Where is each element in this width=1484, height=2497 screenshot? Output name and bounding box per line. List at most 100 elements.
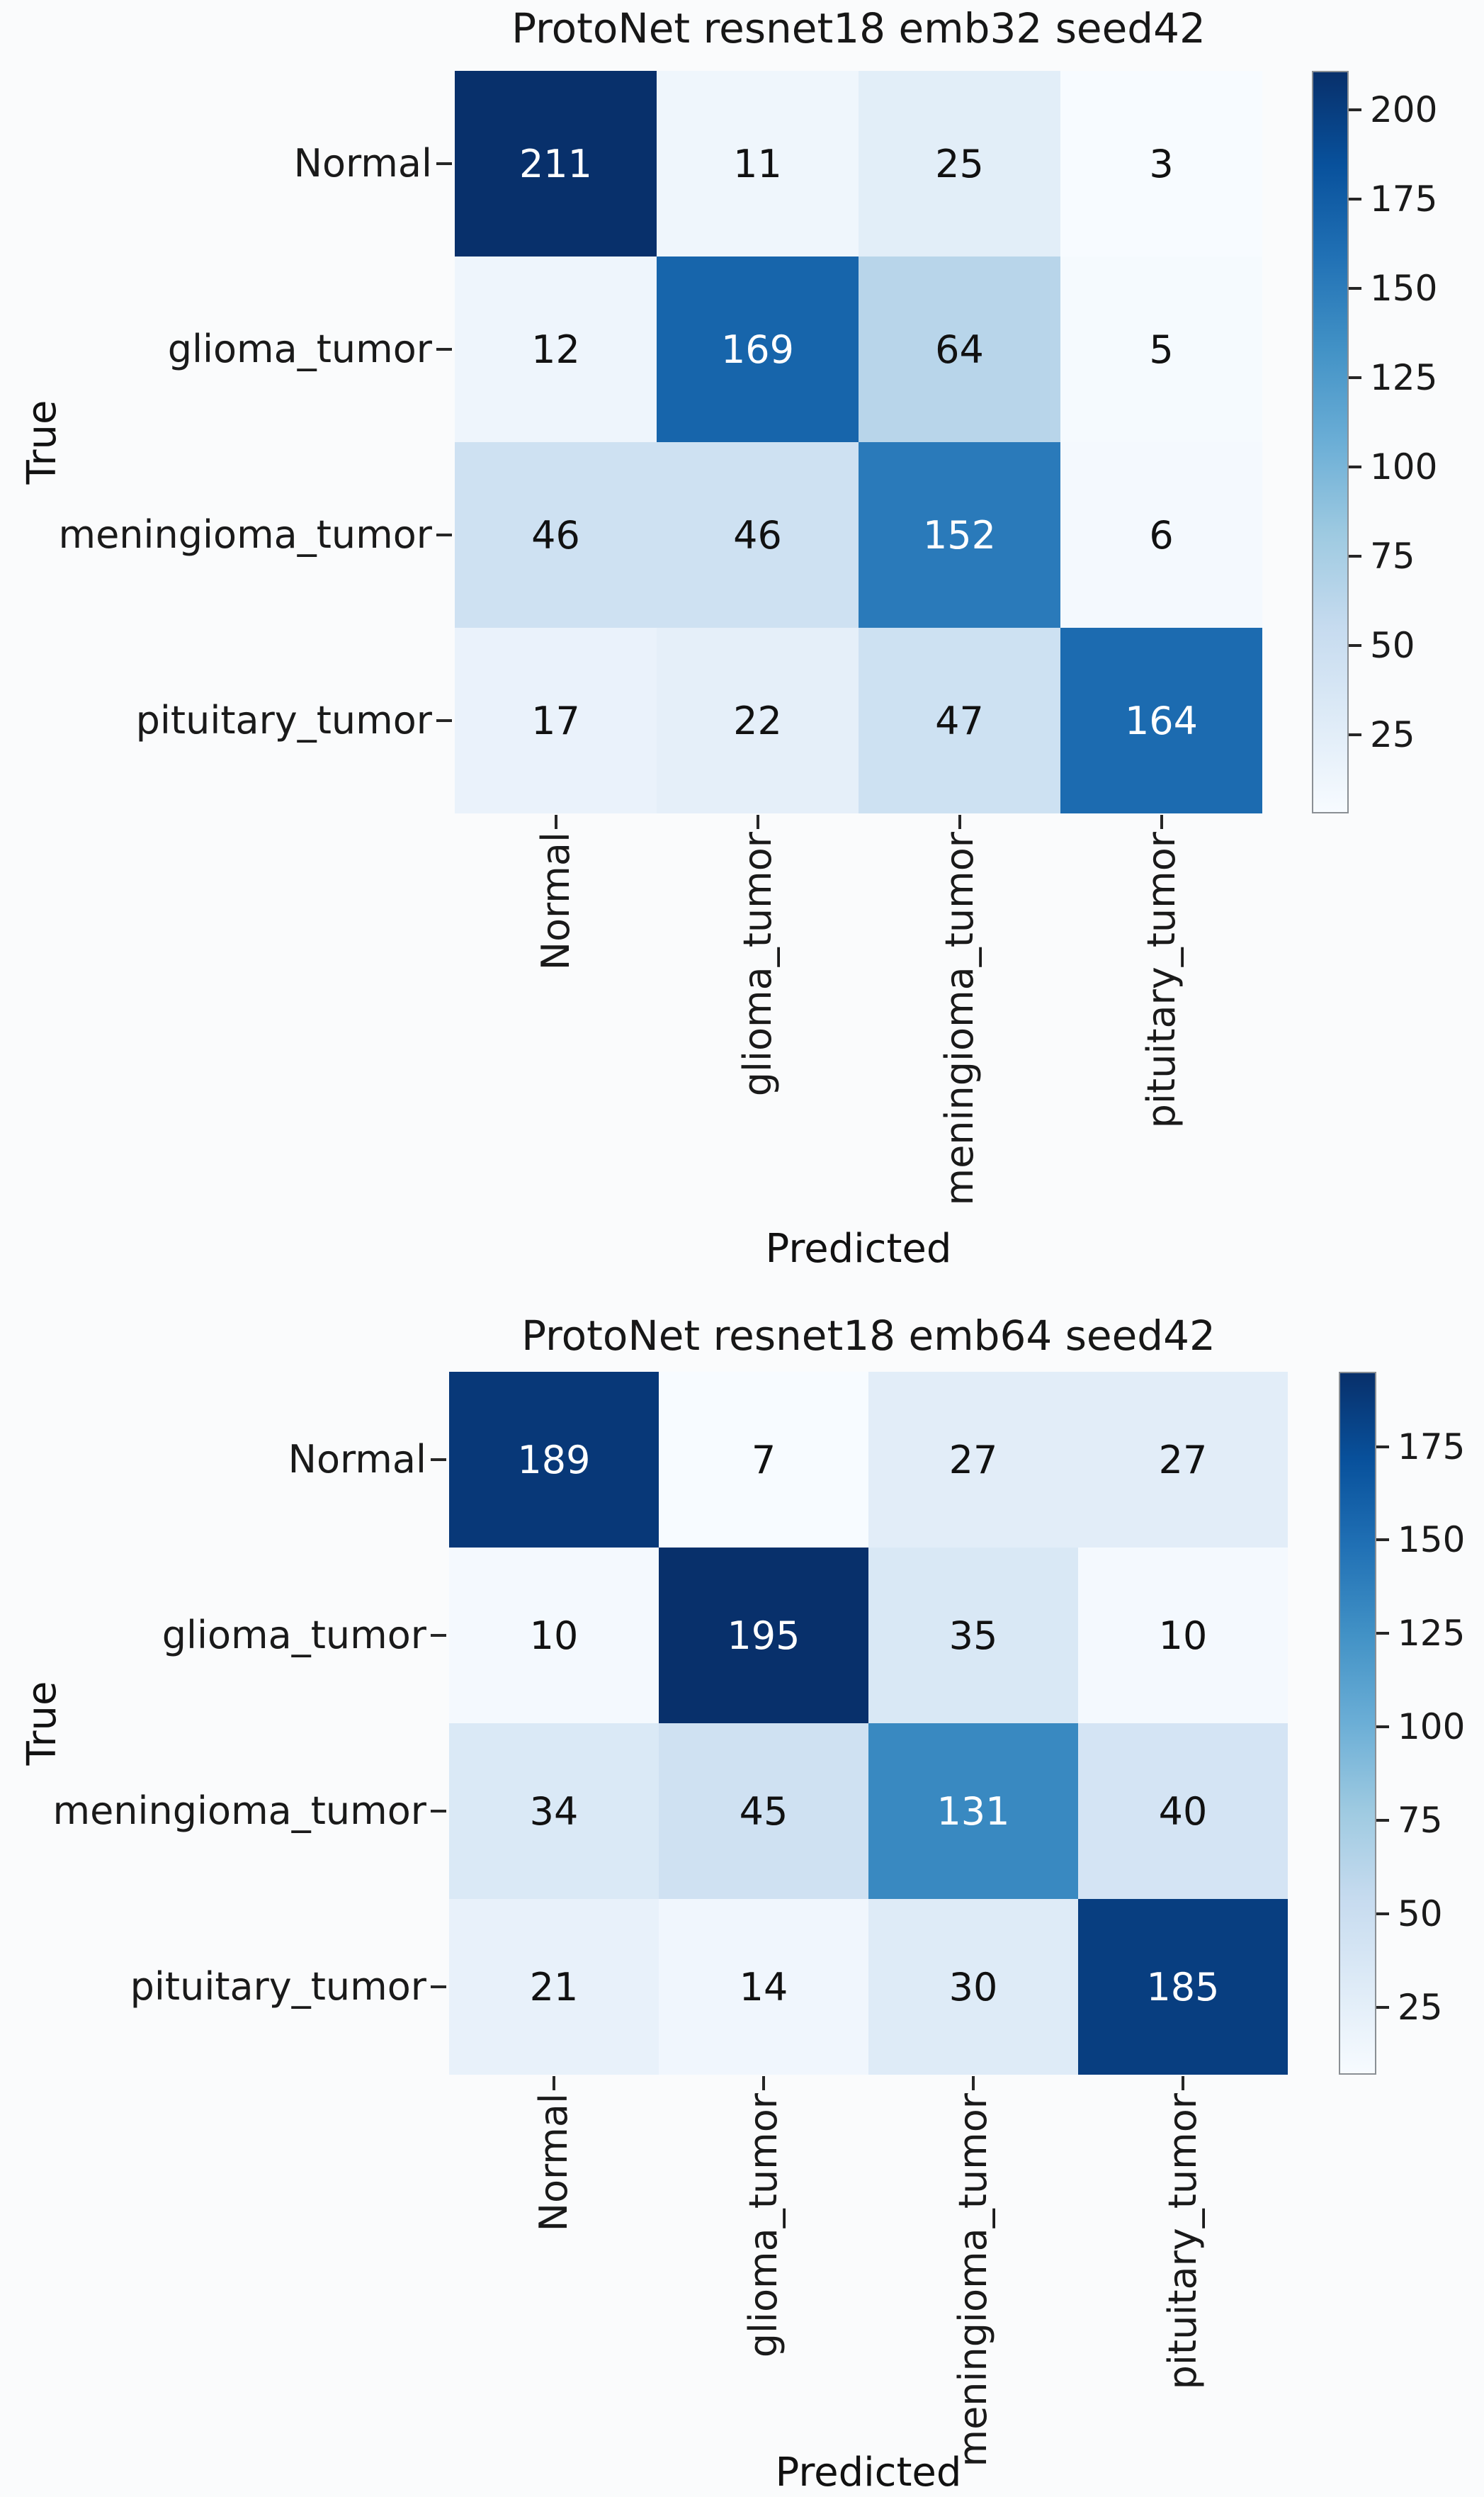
y-tick [431,1810,446,1813]
y-tick [431,1458,446,1461]
colorbar-tick-label: 25 [1370,714,1415,756]
heatmap-cell: 10 [1078,1548,1288,1723]
colorbar [1339,1372,1376,2075]
x-tick [1160,815,1163,829]
colorbar-tick [1376,1632,1389,1635]
heatmap-cell: 185 [1078,1899,1288,2075]
colorbar-tick [1376,1819,1389,1822]
y-tick-label: pituitary_tumor [130,1964,426,2009]
colorbar-tick-label: 125 [1398,1613,1466,1655]
colorbar-tick [1376,1912,1389,1916]
colorbar-tick [1376,1445,1389,1448]
x-axis-label: Predicted [775,2450,962,2496]
colorbar-tick [1376,2006,1389,2010]
heatmap-cell: 211 [455,71,657,257]
x-tick [762,2076,765,2090]
heatmap-cell: 30 [868,1899,1078,2075]
heatmap-cell: 169 [657,257,859,442]
x-tick-label: meningioma_tumor [951,2093,995,2467]
heatmap-cell: 27 [1078,1372,1288,1548]
colorbar-tick-label: 75 [1398,1800,1443,1842]
colorbar-tick-label: 150 [1370,268,1438,310]
x-tick [553,2076,555,2090]
heatmap-cell: 25 [859,71,1060,257]
heatmap-cell: 6 [1060,442,1262,628]
heatmap-cell: 12 [455,257,657,442]
colorbar-tick-label: 175 [1370,179,1438,220]
heatmap-cell: 22 [657,628,859,813]
heatmap-cell: 7 [659,1372,868,1548]
colorbar-tick [1349,287,1361,291]
colorbar-tick-label: 200 [1370,89,1438,131]
y-tick [436,534,452,536]
y-tick-label: glioma_tumor [167,327,432,371]
colorbar-tick-label: 100 [1370,446,1438,488]
colorbar-tick-label: 50 [1398,1893,1443,1935]
colorbar-tick [1349,733,1361,737]
colorbar-tick-label: 75 [1370,536,1415,577]
chart-title: ProtoNet resnet18 emb32 seed42 [511,4,1206,52]
y-tick-label: Normal [288,1437,426,1482]
x-tick-label: glioma_tumor [741,2093,786,2358]
colorbar-tick-label: 150 [1398,1519,1466,1561]
heatmap-cell: 21 [449,1899,659,2075]
heatmap-cell: 40 [1078,1723,1288,1899]
heatmap-cell: 195 [659,1548,868,1723]
heatmap-cell: 5 [1060,257,1262,442]
colorbar-tick-label: 125 [1370,357,1438,399]
heatmap-cell: 46 [455,442,657,628]
heatmap-cell: 10 [449,1548,659,1723]
colorbar-tick-label: 50 [1370,625,1415,667]
y-tick-label: meningioma_tumor [58,512,432,557]
heatmap-cell: 47 [859,628,1060,813]
y-tick-label: pituitary_tumor [135,698,432,743]
heatmap-cell: 3 [1060,71,1262,257]
x-tick [972,2076,975,2090]
colorbar-tick [1349,466,1361,469]
x-tick [958,815,961,829]
heatmap-cell: 14 [659,1899,868,2075]
heatmap-cell: 17 [455,628,657,813]
colorbar-tick [1349,376,1361,380]
y-tick [436,719,452,722]
colorbar-tick [1349,198,1361,201]
x-tick [554,815,557,829]
y-tick [431,1634,446,1637]
x-axis-label: Predicted [765,1226,952,1272]
heatmap-cell: 64 [859,257,1060,442]
x-tick-label: Normal [531,2093,576,2232]
heatmap-cell: 131 [868,1723,1078,1899]
colorbar-tick [1349,108,1361,112]
heatmap-cell: 11 [657,71,859,257]
y-tick-label: glioma_tumor [162,1613,426,1657]
heatmap-cell: 164 [1060,628,1262,813]
heatmap-cell: 35 [868,1548,1078,1723]
colorbar-tick [1349,644,1361,648]
y-tick-label: Normal [293,141,432,186]
heatmap-cell: 34 [449,1723,659,1899]
y-axis-label: True [19,1681,65,1766]
colorbar-tick [1376,1725,1389,1729]
colorbar-tick-label: 25 [1398,1987,1443,2029]
colorbar-tick [1376,1538,1389,1542]
colorbar-tick [1349,555,1361,558]
chart-title: ProtoNet resnet18 emb64 seed42 [521,1312,1216,1360]
heatmap-cell: 46 [657,442,859,628]
x-tick [756,815,759,829]
y-tick [431,1985,446,1988]
heatmap-cell: 27 [868,1372,1078,1548]
colorbar [1312,71,1349,813]
y-tick [436,162,452,165]
heatmap-cell: 45 [659,1723,868,1899]
colorbar-tick-label: 100 [1398,1706,1466,1748]
y-tick [436,348,452,351]
y-tick-label: meningioma_tumor [52,1788,426,1833]
heatmap-cell: 189 [449,1372,659,1548]
x-tick-label: pituitary_tumor [1160,2093,1205,2390]
colorbar-tick-label: 175 [1398,1426,1466,1467]
heatmap-cell: 152 [859,442,1060,628]
x-tick [1182,2076,1184,2090]
